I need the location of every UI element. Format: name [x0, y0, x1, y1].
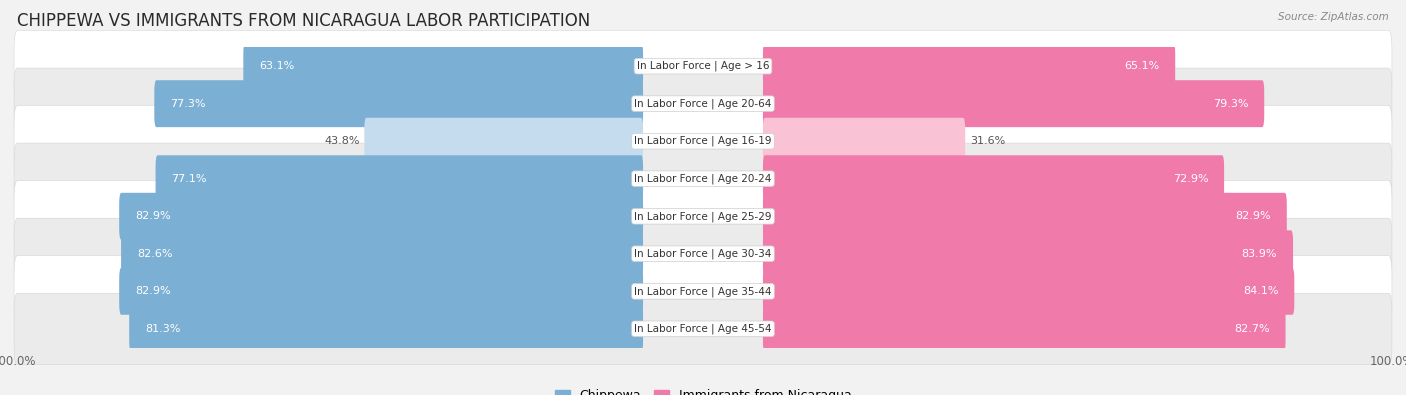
- FancyBboxPatch shape: [14, 30, 1392, 102]
- Text: 81.3%: 81.3%: [145, 324, 180, 334]
- Text: 77.3%: 77.3%: [170, 99, 205, 109]
- FancyBboxPatch shape: [763, 118, 965, 165]
- FancyBboxPatch shape: [14, 68, 1392, 139]
- Text: 65.1%: 65.1%: [1125, 61, 1160, 71]
- FancyBboxPatch shape: [14, 256, 1392, 327]
- Text: 43.8%: 43.8%: [323, 136, 360, 146]
- Text: In Labor Force | Age 30-34: In Labor Force | Age 30-34: [634, 248, 772, 259]
- FancyBboxPatch shape: [763, 193, 1286, 240]
- Legend: Chippewa, Immigrants from Nicaragua: Chippewa, Immigrants from Nicaragua: [550, 384, 856, 395]
- Text: 82.6%: 82.6%: [136, 249, 173, 259]
- Text: 83.9%: 83.9%: [1241, 249, 1277, 259]
- FancyBboxPatch shape: [14, 181, 1392, 252]
- FancyBboxPatch shape: [121, 230, 643, 277]
- Text: In Labor Force | Age > 16: In Labor Force | Age > 16: [637, 61, 769, 71]
- FancyBboxPatch shape: [763, 155, 1225, 202]
- FancyBboxPatch shape: [763, 80, 1264, 127]
- Text: In Labor Force | Age 20-24: In Labor Force | Age 20-24: [634, 173, 772, 184]
- Text: 84.1%: 84.1%: [1243, 286, 1278, 296]
- Text: 82.7%: 82.7%: [1234, 324, 1270, 334]
- FancyBboxPatch shape: [120, 193, 643, 240]
- Text: 72.9%: 72.9%: [1173, 174, 1208, 184]
- FancyBboxPatch shape: [129, 305, 643, 352]
- FancyBboxPatch shape: [14, 143, 1392, 214]
- Text: In Labor Force | Age 35-44: In Labor Force | Age 35-44: [634, 286, 772, 297]
- Text: 82.9%: 82.9%: [135, 211, 170, 221]
- FancyBboxPatch shape: [155, 80, 643, 127]
- Text: CHIPPEWA VS IMMIGRANTS FROM NICARAGUA LABOR PARTICIPATION: CHIPPEWA VS IMMIGRANTS FROM NICARAGUA LA…: [17, 12, 591, 30]
- FancyBboxPatch shape: [763, 230, 1294, 277]
- Text: In Labor Force | Age 20-64: In Labor Force | Age 20-64: [634, 98, 772, 109]
- FancyBboxPatch shape: [156, 155, 643, 202]
- Text: 82.9%: 82.9%: [1236, 211, 1271, 221]
- Text: 63.1%: 63.1%: [259, 61, 294, 71]
- Text: In Labor Force | Age 16-19: In Labor Force | Age 16-19: [634, 136, 772, 147]
- FancyBboxPatch shape: [763, 268, 1295, 315]
- Text: 31.6%: 31.6%: [970, 136, 1005, 146]
- Text: Source: ZipAtlas.com: Source: ZipAtlas.com: [1278, 12, 1389, 22]
- Text: In Labor Force | Age 25-29: In Labor Force | Age 25-29: [634, 211, 772, 222]
- FancyBboxPatch shape: [14, 105, 1392, 177]
- Text: In Labor Force | Age 45-54: In Labor Force | Age 45-54: [634, 324, 772, 334]
- Text: 77.1%: 77.1%: [172, 174, 207, 184]
- Text: 82.9%: 82.9%: [135, 286, 170, 296]
- FancyBboxPatch shape: [14, 293, 1392, 365]
- FancyBboxPatch shape: [243, 43, 643, 90]
- FancyBboxPatch shape: [763, 43, 1175, 90]
- FancyBboxPatch shape: [120, 268, 643, 315]
- FancyBboxPatch shape: [763, 305, 1285, 352]
- FancyBboxPatch shape: [364, 118, 643, 165]
- FancyBboxPatch shape: [14, 218, 1392, 290]
- Text: 79.3%: 79.3%: [1213, 99, 1249, 109]
